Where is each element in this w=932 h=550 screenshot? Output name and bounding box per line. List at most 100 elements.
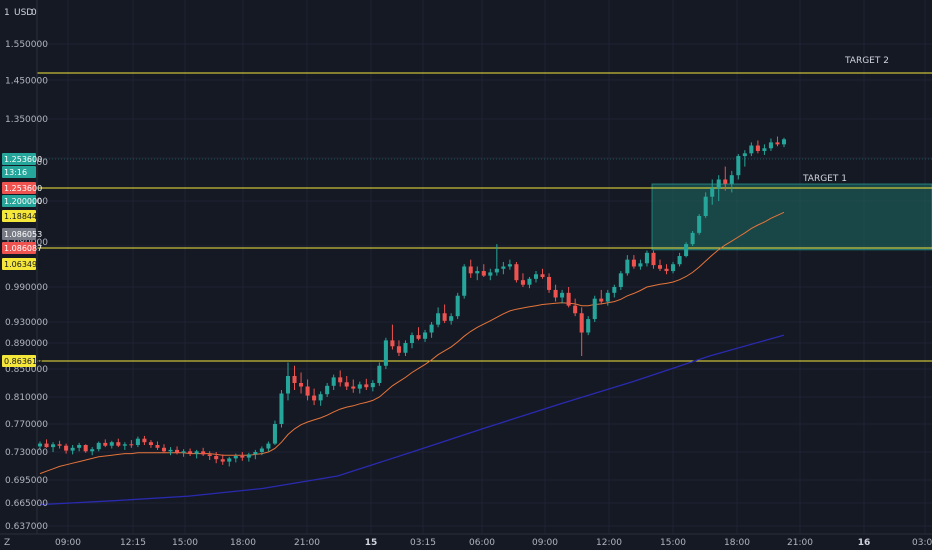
candle-body bbox=[312, 395, 317, 401]
x-tick-label: 18:00 bbox=[724, 538, 750, 548]
candle-body bbox=[370, 383, 375, 388]
candle-body bbox=[351, 386, 356, 389]
candle-body bbox=[749, 145, 754, 154]
x-tick-label: 03:00 bbox=[912, 538, 932, 548]
candle-body bbox=[227, 458, 232, 462]
x-tick-label: 18:00 bbox=[230, 538, 256, 548]
price-tag-label: 1.086087 bbox=[4, 244, 42, 253]
candle-body bbox=[468, 266, 473, 274]
x-tick-label: 06:00 bbox=[469, 538, 495, 548]
candle-body bbox=[716, 179, 721, 189]
candlesticks bbox=[37, 136, 787, 467]
candle-body bbox=[449, 316, 454, 321]
y-tick-label: 0.770000 bbox=[5, 420, 48, 430]
price-tag-bg bbox=[2, 153, 36, 165]
candle-body bbox=[586, 319, 591, 333]
candle-body bbox=[83, 445, 88, 452]
target-2-label: TARGET 2 bbox=[844, 56, 889, 66]
candle-body bbox=[423, 332, 428, 339]
candle-body bbox=[677, 256, 682, 265]
price-tag-label: 1.063499 bbox=[4, 260, 42, 269]
y-tick-label: 0.890000 bbox=[5, 339, 48, 349]
y-tick-label: 0.810000 bbox=[5, 393, 48, 403]
candle-body bbox=[109, 442, 114, 446]
header-left-value: 1 bbox=[4, 8, 10, 18]
candle-body bbox=[57, 444, 62, 446]
candle-body bbox=[729, 175, 734, 184]
candle-body bbox=[612, 287, 617, 293]
candle-body bbox=[775, 142, 780, 145]
candle-body bbox=[651, 252, 656, 266]
candle-body bbox=[135, 438, 140, 445]
candle-body bbox=[533, 274, 539, 279]
candle-body bbox=[77, 445, 82, 448]
candle-body bbox=[462, 266, 467, 296]
candle-body bbox=[122, 444, 127, 446]
candle-body bbox=[390, 340, 395, 347]
candle-body bbox=[455, 295, 460, 317]
price-tag-bg bbox=[2, 242, 36, 254]
candle-body bbox=[233, 456, 238, 459]
price-tag-label: 1.253600 bbox=[4, 184, 42, 193]
candle-body bbox=[357, 384, 362, 389]
candle-body bbox=[96, 442, 101, 450]
candle-body bbox=[129, 444, 134, 446]
timeframe-badge[interactable]: Z bbox=[4, 538, 10, 548]
candle-body bbox=[266, 443, 271, 449]
candle-body bbox=[605, 292, 610, 302]
candle-body bbox=[657, 265, 663, 269]
price-tag-label: 1.188441 bbox=[4, 212, 42, 221]
candle-body bbox=[644, 252, 649, 264]
candle-body bbox=[364, 384, 369, 388]
candle-body bbox=[318, 394, 323, 401]
price-tag-bg bbox=[2, 355, 36, 367]
price-tag-bg bbox=[2, 182, 36, 194]
candle-body bbox=[514, 264, 519, 281]
candle-body bbox=[429, 324, 434, 333]
candle-body bbox=[161, 447, 167, 452]
candle-body bbox=[90, 449, 95, 452]
candle-body bbox=[710, 188, 715, 197]
candle-body bbox=[253, 452, 258, 455]
y-tick-label: 0.990000 bbox=[5, 283, 48, 293]
horizontal-levels[interactable] bbox=[37, 72, 932, 362]
y-tick-label: 0.695000 bbox=[5, 476, 48, 486]
candle-body bbox=[37, 443, 43, 447]
y-tick-label: 0.637000 bbox=[5, 522, 48, 532]
x-tick-label: 21:00 bbox=[294, 538, 320, 548]
candle-body bbox=[540, 274, 545, 277]
candle-body bbox=[690, 232, 695, 245]
candle-body bbox=[697, 216, 702, 233]
candle-body bbox=[742, 153, 747, 157]
candle-body bbox=[142, 438, 147, 443]
y-tick-label: 0.850000 bbox=[5, 365, 48, 375]
candle-body bbox=[181, 451, 186, 453]
candle-body bbox=[664, 268, 669, 272]
candle-body bbox=[527, 278, 532, 285]
candle-body bbox=[201, 451, 206, 455]
header-right-value: 0 bbox=[31, 8, 37, 18]
y-tick-label: 0.930000 bbox=[5, 318, 48, 328]
candle-body bbox=[305, 386, 310, 396]
y-tick-label: 1.350000 bbox=[5, 115, 48, 125]
ema-slow-line bbox=[39, 334, 785, 506]
candle-body bbox=[383, 340, 388, 366]
candle-body bbox=[44, 443, 49, 448]
candle-body bbox=[592, 298, 597, 320]
time-axis[interactable] bbox=[0, 533, 932, 550]
candle-body bbox=[148, 442, 153, 445]
candle-body bbox=[214, 456, 219, 460]
candle-body bbox=[507, 264, 512, 267]
candle-body bbox=[618, 273, 623, 287]
candle-body bbox=[553, 289, 558, 298]
candle-body bbox=[442, 313, 447, 321]
price-tag-label: 13:16 bbox=[4, 168, 27, 177]
candle-body bbox=[325, 385, 330, 395]
candle-body bbox=[475, 271, 480, 274]
candle-body bbox=[377, 365, 382, 383]
candle-body bbox=[781, 139, 787, 145]
price-tag-bg bbox=[2, 195, 36, 207]
x-tick-label: 15:00 bbox=[660, 538, 686, 548]
x-tick-labels: 09:00 12:15 15:00 18:00 21:00 15 03:15 06:00 09:… bbox=[55, 538, 932, 548]
